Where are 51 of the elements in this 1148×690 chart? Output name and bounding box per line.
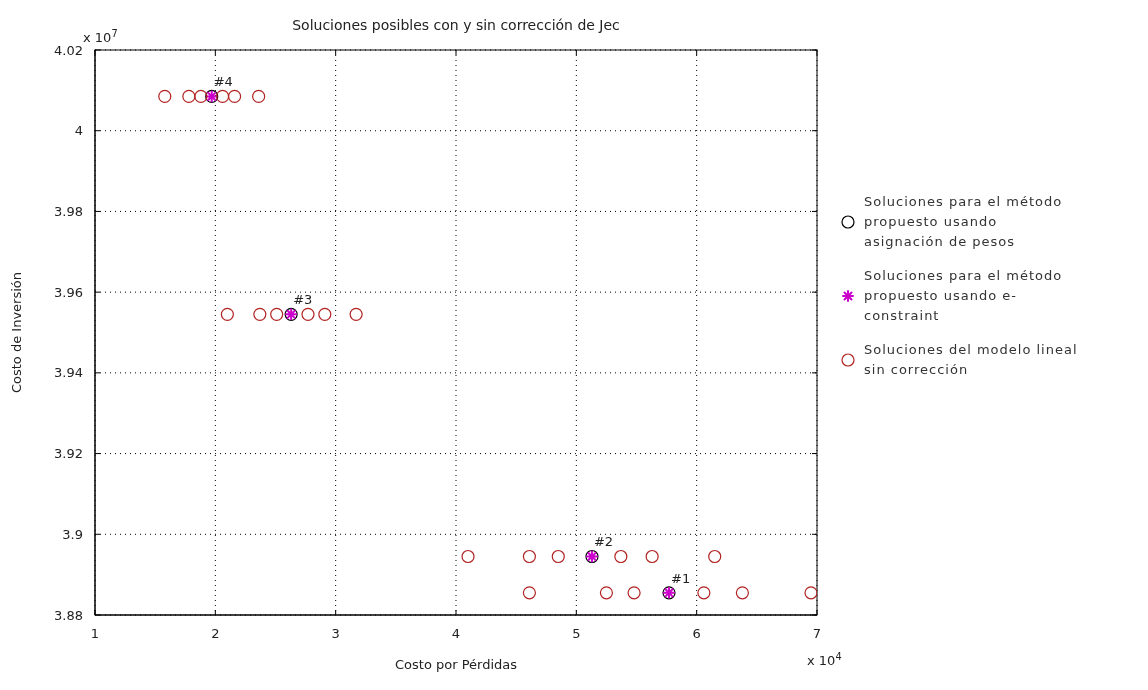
x-tick-label: 1 [90, 626, 100, 642]
y-tick-label: 4 [74, 123, 83, 139]
y-tick-label: 3.88 [54, 607, 83, 623]
y-axis-title: Costo de Inversión [8, 271, 24, 394]
annotation: #1 [670, 570, 691, 586]
y-tick-label: 3.92 [54, 446, 83, 462]
point [301, 307, 315, 321]
x-tick-label: 5 [572, 626, 581, 642]
text: x 10$^{7}$ [83, 27, 118, 45]
x-tick-label: 3 [331, 626, 340, 642]
point [220, 307, 234, 321]
y-tick-label: 3.9 [62, 526, 83, 542]
point [215, 89, 230, 104]
x-axis-title: Costo por Pérdidas [394, 657, 518, 672]
point [194, 89, 208, 104]
point [627, 586, 641, 600]
point [253, 307, 267, 321]
point [735, 586, 749, 600]
point [645, 549, 659, 564]
point [349, 307, 363, 321]
y-tick-label: 4.02 [54, 42, 83, 58]
annotation: #3 [293, 292, 313, 308]
point [708, 549, 722, 564]
point [697, 586, 711, 600]
point [522, 586, 536, 600]
point [182, 89, 196, 104]
y-tick-label: 3.98 [54, 204, 83, 220]
annotation: #4 [213, 74, 233, 90]
legend-label: Soluciones para el método propuesto usando asignación de pesos [864, 193, 1064, 251]
chart-title: Soluciones posibles con y sin corrección de Jec [292, 17, 620, 33]
x-tick-label: 4 [451, 626, 461, 642]
point [461, 549, 475, 564]
point [522, 549, 536, 564]
point [599, 586, 614, 600]
point [227, 89, 242, 104]
point [270, 307, 284, 321]
text: x 10$^{4}$ [807, 650, 842, 668]
x-tick-label: 2 [211, 626, 220, 642]
point [158, 89, 172, 104]
point [614, 549, 628, 564]
x-tick-label: 7 [812, 626, 822, 642]
point [804, 586, 817, 600]
point [252, 89, 266, 104]
x-tick-label: 6 [692, 626, 701, 642]
y-tick-label: 3.96 [54, 284, 83, 300]
annotation: #2 [593, 534, 614, 550]
y-tick-label: 3.94 [54, 365, 83, 381]
point [551, 549, 565, 564]
legend-label: Soluciones para el método propuesto usando e-constraint [864, 267, 1064, 325]
point [318, 307, 332, 321]
legend-label: Soluciones del modelo lineal sin corrección [864, 341, 1079, 379]
